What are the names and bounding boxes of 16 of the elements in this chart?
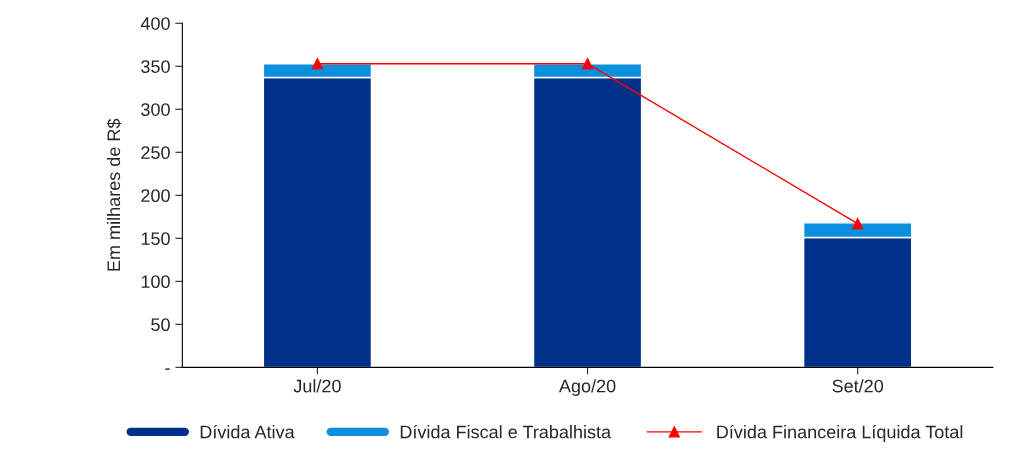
y-tick-label: 150 — [141, 232, 170, 246]
x-tick-label: Set/20 — [832, 379, 884, 393]
y-tick-label: 100 — [141, 275, 170, 289]
legend-label: Dívida Fiscal e Trabalhista — [400, 424, 612, 439]
y-tick-label: 200 — [141, 189, 170, 203]
legend-label: Dívida Financeira Líquida Total — [717, 424, 963, 442]
y-axis-title: Em milhares de R$ — [106, 118, 122, 271]
y-tick-label: 250 — [141, 146, 170, 160]
y-tick-label: - — [165, 368, 170, 370]
x-tick-label: Ago/20 — [558, 379, 616, 396]
y-tick-label: 50 — [151, 318, 170, 332]
y-tick-label: 300 — [141, 103, 170, 116]
y-tick-label: 400 — [140, 17, 170, 30]
x-tick-label: Jul/20 — [293, 379, 341, 393]
y-tick-label: 350 — [141, 60, 170, 73]
legend-label: Dívida Ativa — [200, 424, 295, 439]
